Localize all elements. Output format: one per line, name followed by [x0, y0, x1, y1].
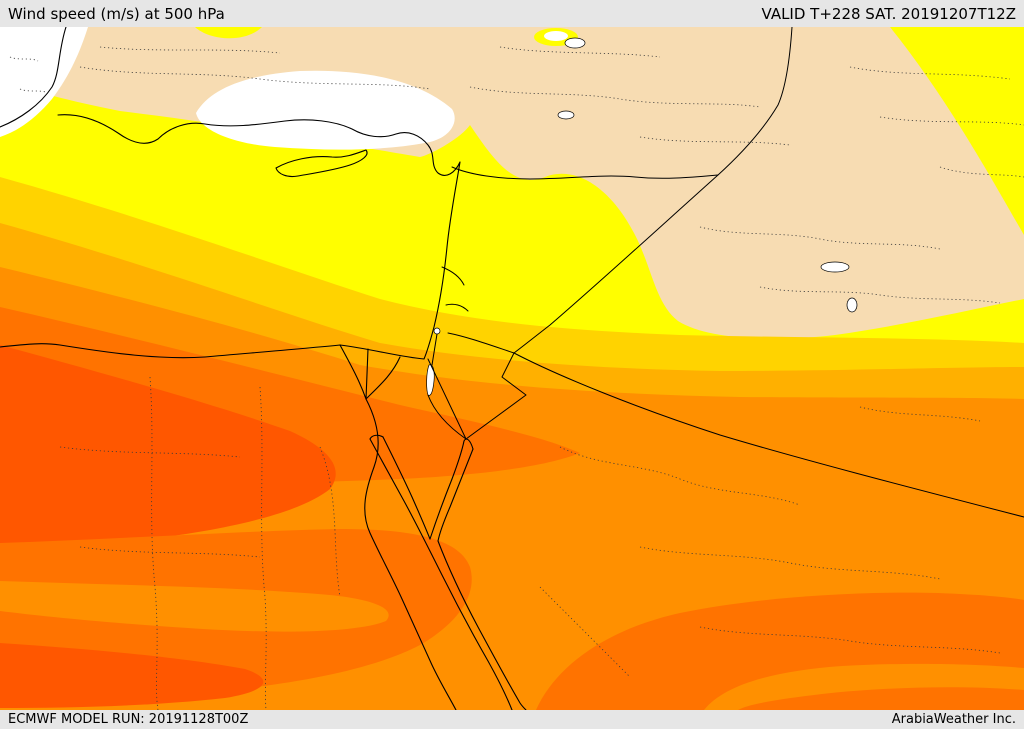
- admin-line: [539, 586, 631, 678]
- nile-river: [364, 398, 457, 710]
- syria-jordan-border: [447, 332, 515, 354]
- gulf-heads: [369, 434, 474, 450]
- country-borders: [427, 27, 1024, 518]
- admin-line: [499, 46, 661, 58]
- gulf-of-suez-west-shore: [369, 438, 513, 710]
- sinai-east-shore: [429, 440, 465, 540]
- contour-bands: [0, 27, 1024, 710]
- map-title-bar: Wind speed (m/s) at 500 hPa VALID T+228 …: [0, 0, 1024, 27]
- band-white-mediterranean: [196, 70, 455, 150]
- brand-label: ArabiaWeather Inc.: [891, 712, 1016, 727]
- turkey-syria-border: [451, 166, 719, 180]
- admin-line: [849, 66, 1011, 80]
- wind-speed-contour-map: [0, 27, 1024, 710]
- band-yellow-ne-wedge: [890, 27, 1024, 235]
- lake-assad: [820, 261, 850, 273]
- weather-map: [0, 27, 1024, 710]
- jordan-valley-border: [427, 333, 467, 440]
- map-title: Wind speed (m/s) at 500 hPa: [8, 4, 225, 23]
- coastlines: [0, 27, 527, 710]
- cyprus-coastline: [275, 149, 368, 178]
- band-white-aegean: [0, 27, 88, 137]
- band-red-orange-core: [0, 345, 336, 547]
- admin-line: [639, 136, 791, 146]
- sea-of-galilee: [433, 327, 441, 335]
- water-bodies: [426, 37, 858, 396]
- lebanon-border: [441, 266, 469, 312]
- band-yellow-top-notch: [195, 27, 262, 39]
- turkey-iraq-border: [717, 27, 793, 176]
- admin-line: [469, 86, 761, 108]
- lake-tuz: [564, 37, 586, 49]
- sinai-west-shore: [382, 436, 431, 540]
- iraq-saudi-border: [513, 352, 1024, 518]
- map-footer-bar: ECMWF MODEL RUN: 20191128T00Z ArabiaWeat…: [0, 710, 1024, 729]
- admin-line: [859, 406, 981, 422]
- band-white-sliver: [544, 31, 568, 41]
- dead-sea: [426, 364, 435, 396]
- aegean-coastline: [0, 27, 67, 128]
- admin-line: [79, 66, 431, 90]
- model-run-label: ECMWF MODEL RUN: 20191128T00Z: [8, 712, 249, 727]
- band-orange-streak-southeast: [704, 663, 1024, 710]
- admin-line: [939, 166, 1024, 178]
- red-sea-east-shore: [437, 540, 527, 710]
- syria-iraq-border: [513, 174, 719, 354]
- lake-small-anatolia: [557, 110, 575, 120]
- band-red-orange-corner: [0, 643, 264, 708]
- admin-line: [759, 286, 1001, 304]
- jordan-saudi-border: [465, 352, 527, 440]
- admin-line: [259, 386, 267, 710]
- lake-small-syria: [846, 297, 858, 313]
- turkey-levant-egypt-coastline: [0, 114, 461, 360]
- israel-egypt-border: [427, 358, 467, 440]
- admin-borders: [9, 46, 1024, 710]
- nile-delta: [339, 344, 401, 400]
- gulf-of-aqaba-east-shore: [437, 448, 474, 542]
- admin-line: [879, 116, 1024, 126]
- admin-line: [699, 226, 941, 250]
- admin-line: [319, 446, 341, 598]
- valid-time-label: VALID T+228 SAT. 20191207T12Z: [761, 4, 1016, 23]
- admin-line: [559, 446, 801, 506]
- band-orange-streak-southwest: [0, 581, 389, 632]
